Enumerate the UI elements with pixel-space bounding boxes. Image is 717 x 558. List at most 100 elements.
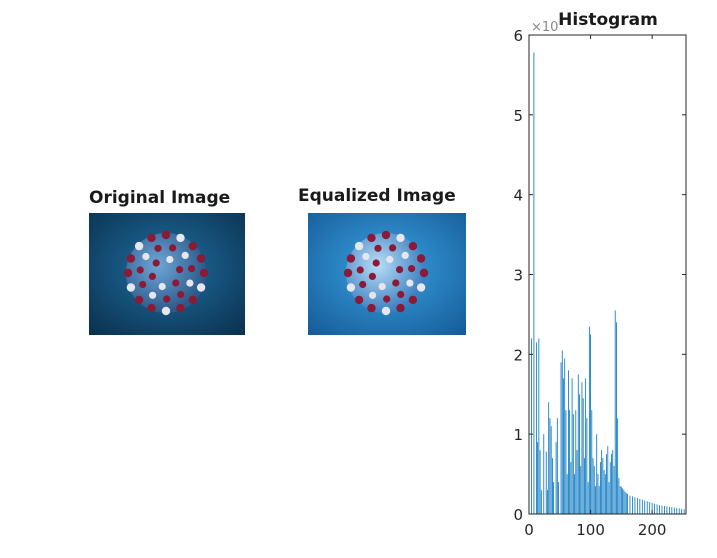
histogram-bar bbox=[619, 486, 621, 514]
histogram-bar bbox=[598, 486, 600, 514]
spike-protein bbox=[163, 295, 171, 303]
histogram-bar bbox=[586, 418, 588, 514]
histogram-bar bbox=[543, 434, 545, 514]
histogram-bar bbox=[556, 418, 558, 514]
histogram-bar bbox=[550, 426, 552, 514]
histogram-bar bbox=[592, 458, 594, 514]
spike-protein bbox=[419, 268, 429, 278]
spike-protein bbox=[188, 295, 198, 305]
histogram-bar bbox=[531, 338, 532, 514]
histogram-bar bbox=[595, 486, 596, 514]
histogram-bar bbox=[603, 470, 605, 514]
histogram-bar bbox=[673, 507, 675, 514]
y-tick-label: 2 bbox=[513, 346, 523, 364]
histogram-bar bbox=[566, 474, 568, 514]
histogram-bar bbox=[588, 326, 590, 514]
histogram-bar bbox=[624, 491, 626, 514]
spike-protein bbox=[126, 254, 136, 263]
histogram-bar bbox=[616, 322, 617, 514]
histogram-bar bbox=[661, 505, 663, 514]
histogram-bar bbox=[585, 378, 587, 514]
histogram-bar bbox=[568, 370, 569, 514]
histogram-bar bbox=[549, 418, 551, 514]
histogram-axes-box bbox=[528, 34, 687, 515]
spike-protein bbox=[134, 241, 144, 251]
spike-protein bbox=[367, 303, 376, 313]
spike-protein bbox=[392, 279, 400, 287]
spike-protein bbox=[177, 290, 185, 299]
virus-image-original bbox=[89, 213, 245, 335]
spike-protein bbox=[139, 280, 147, 289]
histogram-bar bbox=[537, 442, 539, 514]
histogram-bar bbox=[572, 414, 574, 514]
histogram-bar bbox=[564, 358, 566, 514]
histogram-bar bbox=[632, 496, 633, 514]
histogram-bar bbox=[590, 334, 591, 515]
histogram-bar bbox=[552, 458, 553, 514]
histogram-bar bbox=[565, 410, 567, 514]
spike-protein bbox=[181, 251, 189, 259]
spike-protein bbox=[354, 241, 364, 251]
histogram-bar bbox=[666, 506, 668, 514]
y-tick-label: 1 bbox=[513, 426, 523, 444]
histogram-bar bbox=[602, 458, 604, 514]
spike-protein bbox=[136, 266, 144, 274]
y-exponent-label: ×10 bbox=[531, 20, 558, 35]
x-tick-label: 200 bbox=[638, 521, 667, 539]
histogram-bar bbox=[612, 450, 614, 514]
histogram-bar bbox=[579, 394, 580, 514]
spike-protein bbox=[383, 295, 391, 303]
histogram-bar bbox=[574, 474, 575, 514]
histogram-bar bbox=[681, 508, 683, 514]
histogram-bar bbox=[576, 450, 578, 514]
histogram-bar bbox=[591, 410, 593, 514]
histogram-bar bbox=[553, 482, 555, 514]
spike-protein bbox=[369, 291, 377, 299]
histogram-bar bbox=[539, 450, 541, 514]
histogram-bar bbox=[606, 454, 607, 515]
spike-protein bbox=[158, 282, 166, 291]
histogram-bar bbox=[617, 418, 619, 514]
histogram-bar bbox=[593, 466, 595, 514]
spike-protein bbox=[389, 244, 397, 252]
spike-protein bbox=[169, 244, 177, 252]
spike-protein bbox=[176, 233, 185, 243]
histogram-bar bbox=[533, 52, 535, 515]
histogram-bar bbox=[659, 505, 660, 514]
original-image-title: Original Image bbox=[89, 188, 231, 208]
histogram-bar bbox=[597, 474, 599, 514]
histogram-bar bbox=[545, 451, 547, 514]
spike-protein bbox=[186, 279, 194, 287]
spike-protein bbox=[396, 303, 405, 313]
histogram-bar bbox=[547, 490, 548, 514]
spike-protein bbox=[396, 266, 404, 274]
histogram-bar bbox=[664, 506, 665, 514]
spike-protein bbox=[356, 266, 364, 274]
spike-protein bbox=[381, 230, 391, 240]
equalized-image bbox=[308, 213, 466, 335]
histogram-bar bbox=[639, 498, 641, 514]
spike-protein bbox=[354, 295, 364, 305]
histogram-bar bbox=[558, 482, 559, 514]
histogram-bar bbox=[625, 493, 627, 514]
histogram-bar bbox=[613, 466, 615, 514]
spike-protein bbox=[196, 283, 206, 292]
spike-protein bbox=[188, 265, 196, 273]
histogram-bar bbox=[587, 482, 589, 514]
histogram-bar bbox=[569, 410, 571, 514]
spike-protein bbox=[416, 254, 426, 263]
histogram-bar bbox=[646, 501, 648, 514]
histogram-bar bbox=[683, 509, 685, 514]
histogram-bar bbox=[570, 462, 572, 514]
spike-protein bbox=[401, 251, 409, 259]
spike-protein bbox=[343, 268, 353, 278]
spike-protein bbox=[147, 233, 156, 243]
spike-protein bbox=[378, 282, 386, 291]
spike-protein bbox=[126, 283, 136, 292]
histogram-bar bbox=[654, 503, 655, 514]
histogram-bar bbox=[601, 450, 603, 514]
histogram-bar bbox=[611, 454, 612, 515]
y-tick-label: 5 bbox=[513, 107, 523, 125]
spike-protein bbox=[142, 252, 150, 261]
